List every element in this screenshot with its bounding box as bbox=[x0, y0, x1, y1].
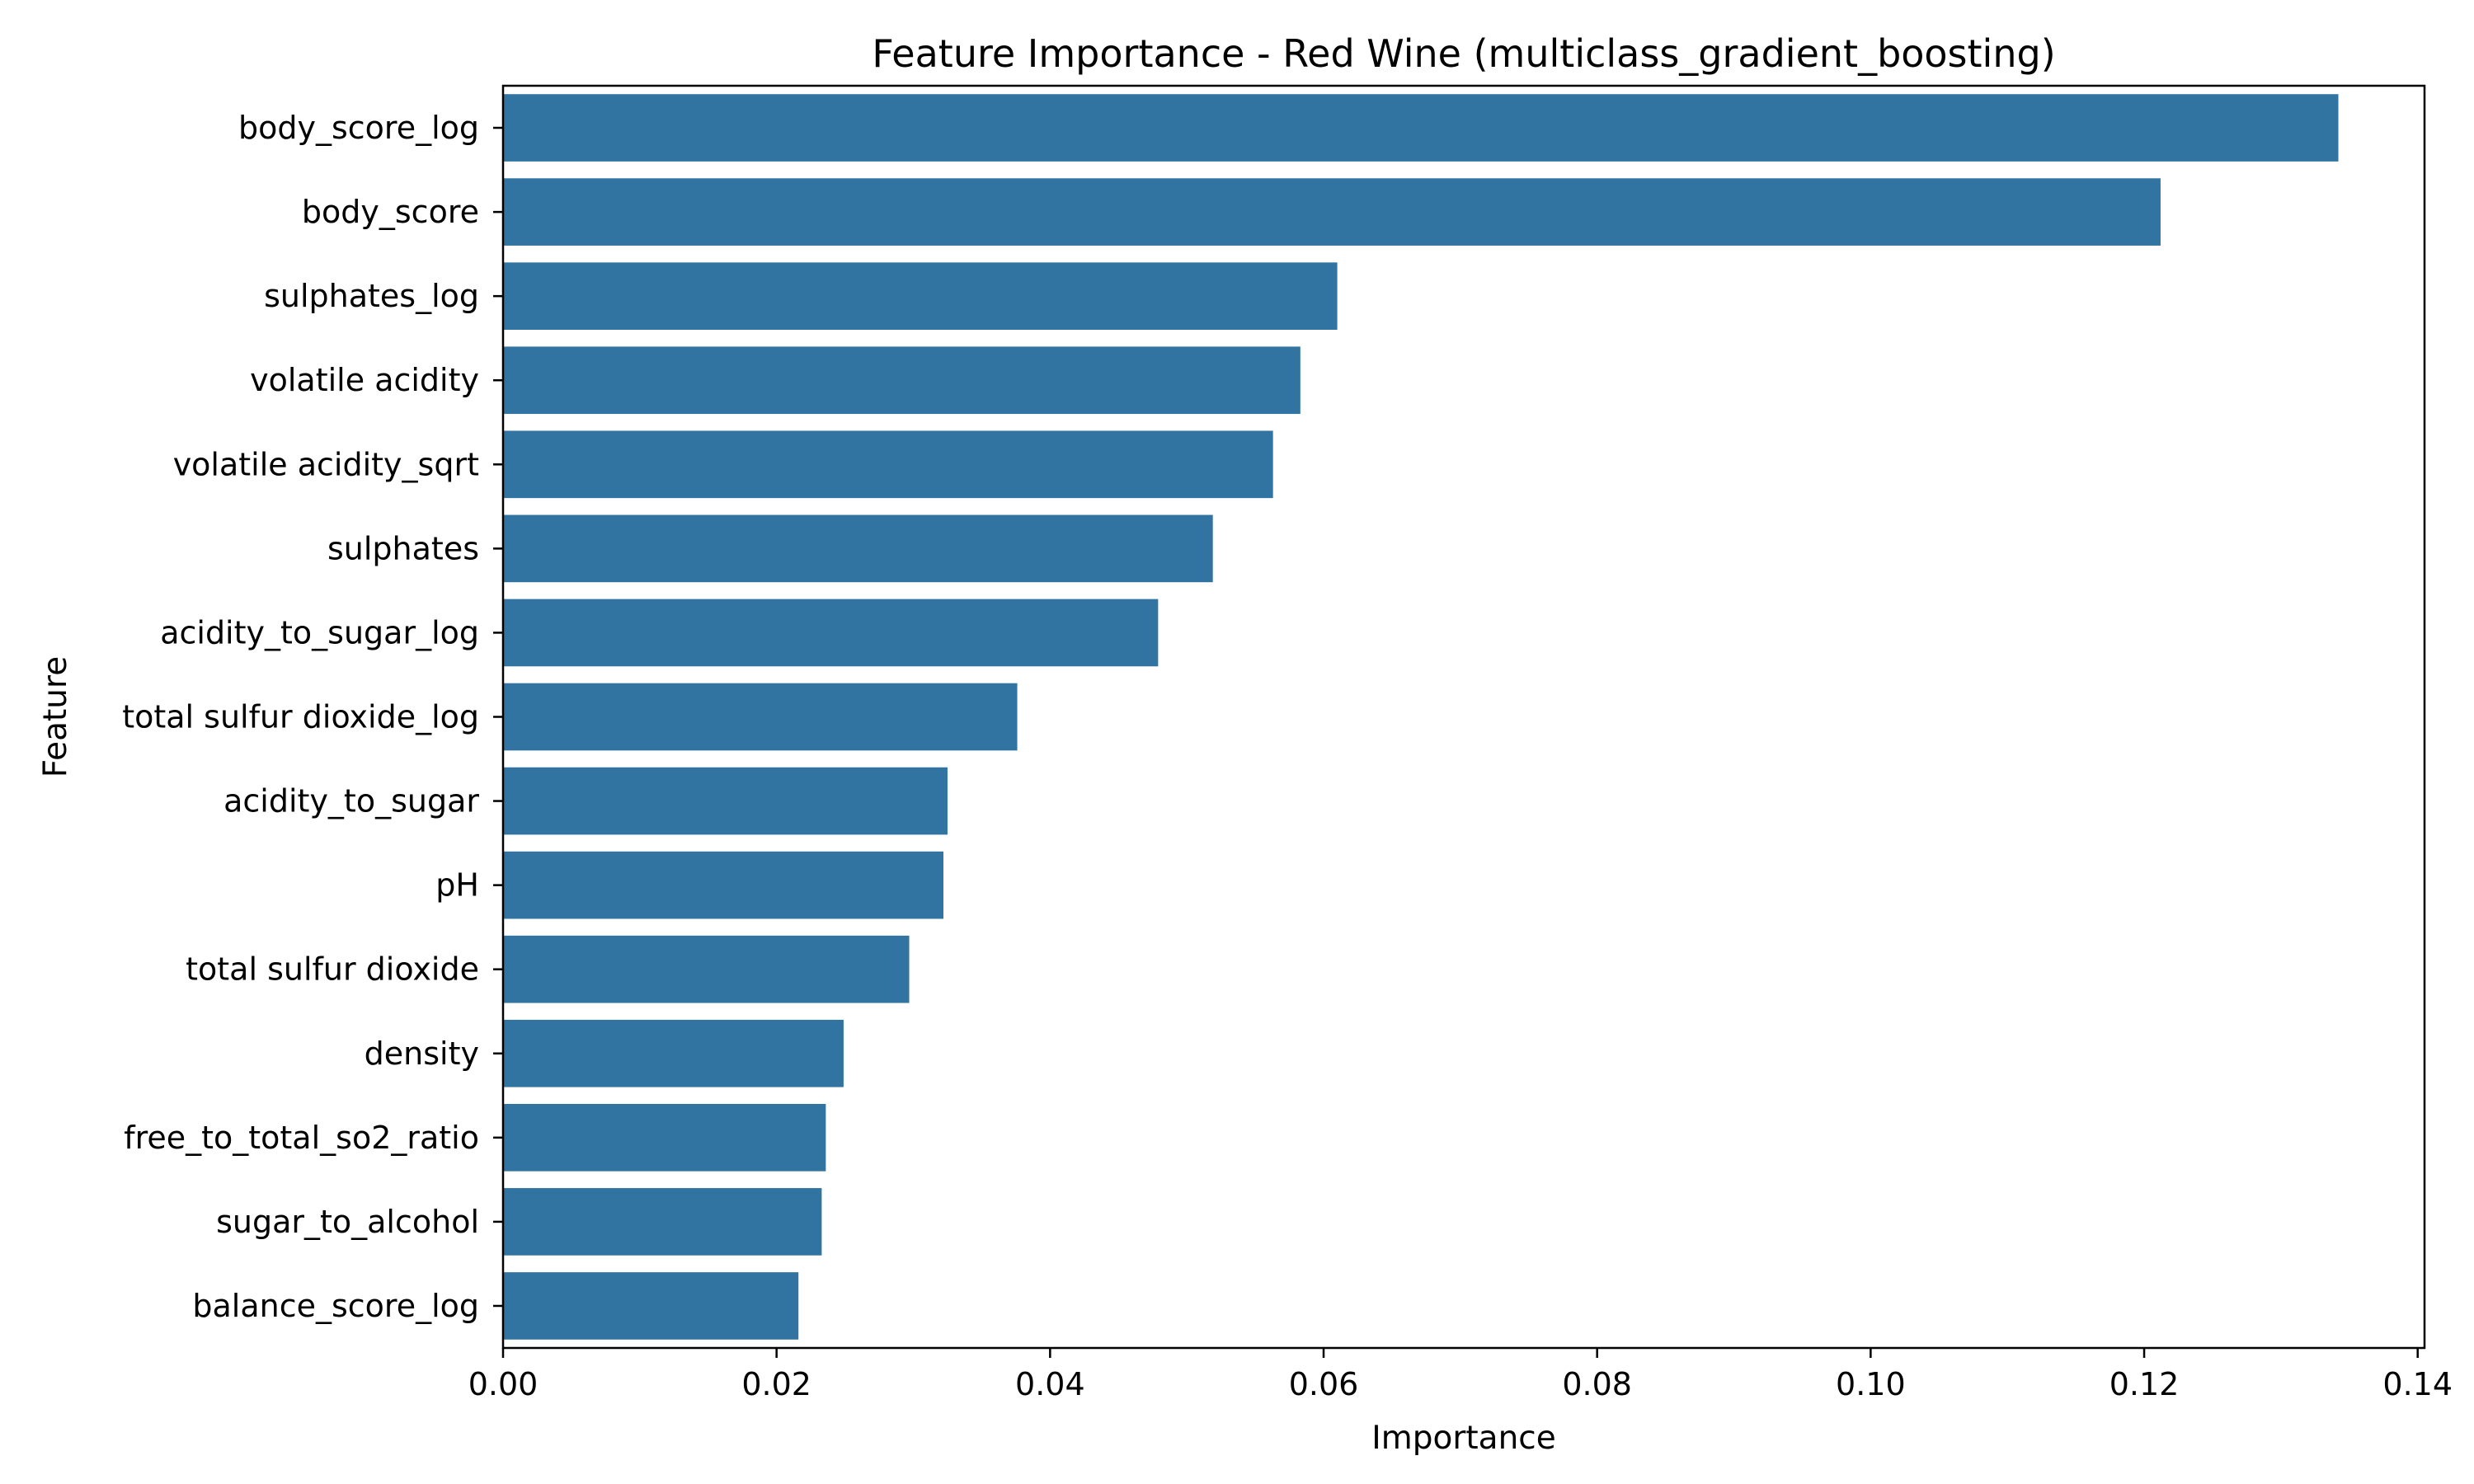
bar bbox=[503, 935, 910, 1003]
x-tick-label: 0.02 bbox=[741, 1366, 811, 1402]
bar bbox=[503, 1019, 844, 1087]
y-tick-label: total sulfur dioxide bbox=[186, 951, 479, 988]
bar bbox=[503, 599, 1159, 667]
x-tick-label: 0.10 bbox=[1836, 1366, 1906, 1402]
bar bbox=[503, 1188, 822, 1256]
axes-layer: body_score_log body_score sulphates_logvol… bbox=[122, 84, 2453, 1402]
x-axis-label: Importance bbox=[1371, 1420, 1556, 1457]
x-tick-label: 0.06 bbox=[1289, 1366, 1359, 1402]
bar bbox=[503, 1272, 799, 1340]
bar bbox=[503, 767, 948, 835]
y-tick-label: sulphates bbox=[327, 530, 479, 566]
y-tick-label: pH bbox=[435, 867, 479, 904]
y-tick-label: balance_score_log bbox=[192, 1288, 479, 1324]
y-tick-label: acidity_to_sugar_log bbox=[160, 614, 479, 650]
y-tick-label: density bbox=[365, 1036, 479, 1072]
bar bbox=[503, 683, 1018, 751]
y-tick-label: sulphates_log bbox=[264, 278, 479, 314]
y-tick-label: volatile acidity bbox=[250, 362, 479, 398]
y-axis-label: Feature bbox=[37, 656, 74, 777]
bar bbox=[503, 178, 2161, 246]
x-tick-label: 0.00 bbox=[468, 1366, 539, 1402]
y-tick-label: total sulfur dioxide_log bbox=[122, 699, 479, 735]
x-tick-label: 0.12 bbox=[2109, 1366, 2180, 1402]
x-tick-label: 0.14 bbox=[2382, 1366, 2453, 1402]
bar bbox=[503, 1104, 826, 1172]
y-tick-label: acidity_to_sugar bbox=[223, 783, 479, 819]
bar bbox=[503, 514, 1213, 583]
x-tick-label: 0.08 bbox=[1562, 1366, 1632, 1402]
plot-frame bbox=[501, 84, 2426, 1350]
y-tick-label: body_score bbox=[302, 194, 479, 230]
chart-title: Feature Importance - Red Wine (multiclas… bbox=[872, 31, 2055, 76]
bars-layer bbox=[503, 94, 2339, 1340]
y-tick-label: body_score_log bbox=[238, 110, 479, 146]
y-tick-label: volatile acidity_sqrt bbox=[173, 446, 479, 482]
bar bbox=[503, 851, 943, 919]
bar bbox=[503, 430, 1273, 499]
bar bbox=[503, 94, 2339, 162]
y-tick-label: free_to_total_so2_ratio bbox=[124, 1120, 479, 1156]
bar bbox=[503, 346, 1300, 415]
bar bbox=[503, 262, 1338, 330]
y-tick-label: sugar_to_alcohol bbox=[216, 1204, 479, 1240]
x-tick-label: 0.04 bbox=[1015, 1366, 1085, 1402]
